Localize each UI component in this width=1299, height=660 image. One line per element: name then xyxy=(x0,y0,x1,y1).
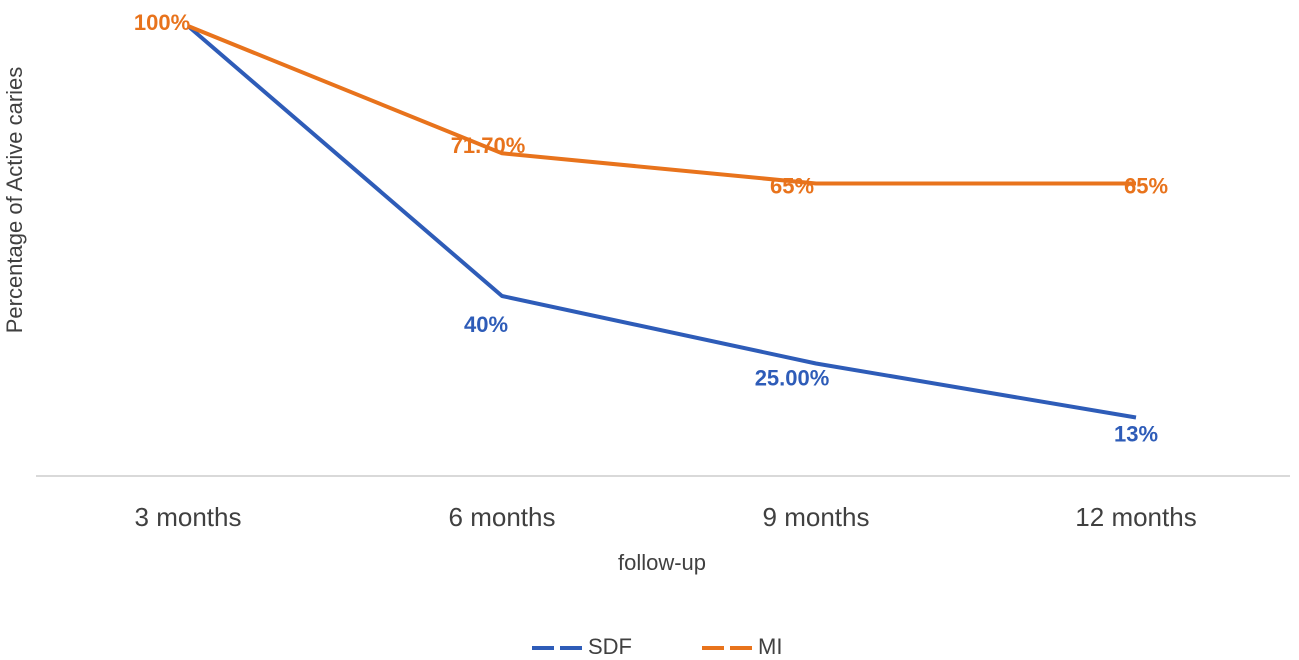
data-label-sdf: 40% xyxy=(464,312,508,337)
x-tick-label: 6 months xyxy=(449,502,556,532)
y-axis-title: Percentage of Active caries xyxy=(2,67,27,334)
data-label-mi: 100% xyxy=(134,10,190,35)
x-tick-label: 9 months xyxy=(763,502,870,532)
x-tick-label: 12 months xyxy=(1075,502,1196,532)
data-label-mi: 71.70% xyxy=(451,133,526,158)
legend-label-sdf: SDF xyxy=(588,634,632,659)
x-tick-label: 3 months xyxy=(135,502,242,532)
series-layer xyxy=(186,24,1137,420)
x-tick-labels: 3 months 6 months 9 months 12 months xyxy=(135,502,1197,532)
x-axis-title: follow-up xyxy=(618,550,706,575)
data-label-mi: 65% xyxy=(770,173,814,198)
series-line-mi xyxy=(187,24,1136,186)
series-line-sdf xyxy=(186,24,1137,420)
data-labels: 40% 25.00% 13% 100% 71.70% 65% 65% xyxy=(134,10,1168,447)
data-label-mi: 65% xyxy=(1124,173,1168,198)
legend-label-mi: MI xyxy=(758,634,782,659)
data-label-sdf: 25.00% xyxy=(755,365,830,390)
data-label-sdf: 13% xyxy=(1114,421,1158,446)
legend: SDF MI xyxy=(532,634,782,659)
